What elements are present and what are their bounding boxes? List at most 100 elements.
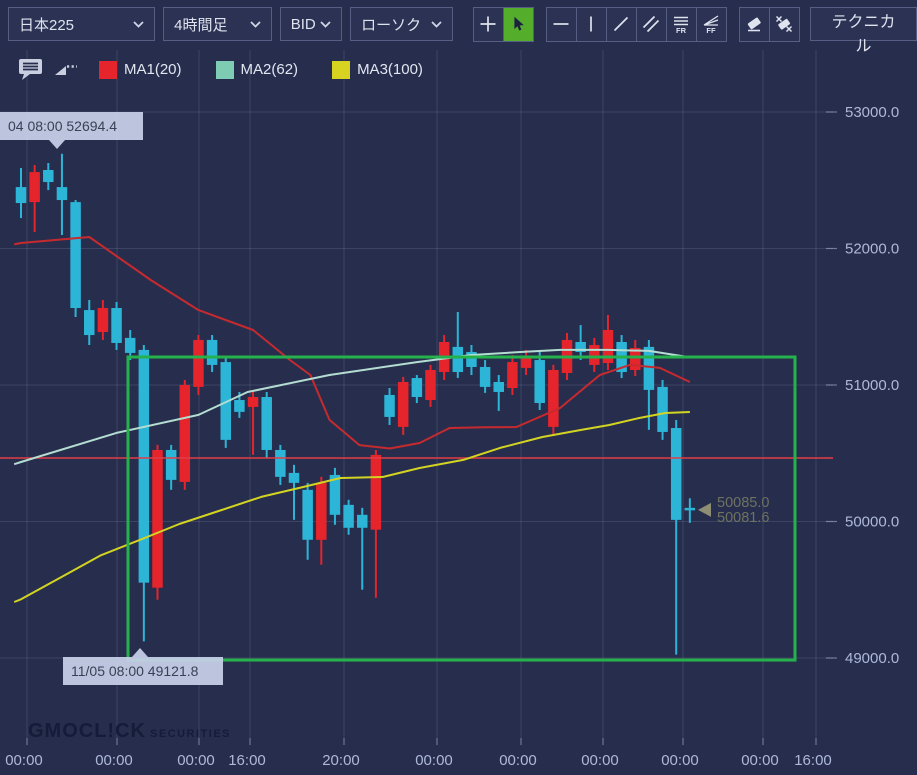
price-axis-label: 51000.0	[845, 377, 899, 394]
ma-legend-item[interactable]: MA2(62)	[215, 60, 298, 79]
parallel-lines-tool-button[interactable]	[635, 7, 666, 41]
ma-label: MA3(100)	[357, 61, 423, 78]
low-price-tooltip: 11/05 08:00 49121.8	[63, 657, 223, 685]
candle	[124, 337, 136, 353]
price-axis-label: 49000.0	[845, 650, 899, 667]
technical-button[interactable]: テクニカル	[809, 7, 917, 55]
price-axis-label: 52000.0	[845, 241, 899, 258]
parallel-icon	[641, 14, 661, 34]
candle	[138, 349, 150, 583]
candle	[630, 348, 641, 370]
candle	[206, 339, 218, 365]
drawn-rectangle[interactable]	[126, 355, 797, 662]
candle	[684, 507, 696, 511]
ma-legend-item[interactable]: MA1(20)	[99, 60, 182, 79]
candle	[397, 381, 409, 427]
timeframe-select-value: 4時間足	[174, 16, 228, 34]
time-axis-label: 16:00	[228, 752, 266, 769]
ma-legend-item[interactable]: MA3(100)	[332, 60, 423, 79]
drawing-tools: FR FF	[461, 6, 800, 42]
candle	[411, 378, 423, 398]
ma-color-swatch	[215, 60, 234, 79]
candles	[15, 153, 696, 655]
timeframe-select[interactable]: 4時間足	[163, 7, 272, 41]
ma-line-1	[13, 236, 691, 450]
price-type-select[interactable]: BID	[279, 7, 343, 41]
cursor-tool-button[interactable]	[502, 7, 533, 41]
news-icon[interactable]	[18, 58, 45, 81]
candle	[657, 386, 668, 432]
time-axis-label: 00:00	[581, 752, 619, 769]
vline-icon	[581, 14, 601, 34]
time-axis-label: 00:00	[177, 752, 215, 769]
candle	[302, 489, 313, 540]
candle	[493, 381, 504, 392]
chevron-down-icon	[133, 20, 144, 28]
candle	[179, 385, 191, 482]
time-axis-label: 00:00	[499, 752, 537, 769]
crosshair-tool-button[interactable]	[473, 7, 503, 41]
candle	[589, 345, 600, 365]
candle	[643, 346, 655, 390]
eraser-icon	[744, 14, 764, 34]
ma-label: MA1(20)	[124, 61, 182, 78]
candle	[43, 170, 54, 183]
ma-line-3	[13, 411, 690, 603]
chart-legend: MA1(20) MA2(62) MA3(100)	[18, 58, 457, 81]
logo-sub-text: SECURITIES	[149, 728, 231, 740]
candle	[329, 474, 341, 515]
candle	[84, 310, 95, 336]
candle	[220, 362, 231, 440]
vertical-gridlines	[26, 50, 817, 745]
svg-text:FF: FF	[707, 26, 717, 34]
time-axis: 00:00 00:00 00:00 16:00 20:00 00:00 00:00 00:00…	[5, 752, 832, 769]
candle	[670, 427, 682, 520]
price-marker-triangle	[698, 502, 711, 517]
price-type-select-value: BID	[290, 15, 316, 33]
toolbar: 日本225 4時間足 BID ローソク FR FF テクニカル	[0, 0, 917, 55]
ma-line-2	[13, 348, 688, 466]
ma-color-swatch	[99, 60, 117, 79]
candle	[111, 308, 122, 343]
candle	[520, 357, 532, 368]
fibonacci-retracement-tool-button[interactable]: FR	[665, 7, 696, 41]
candle	[247, 397, 259, 407]
price-axis-label: 53000.0	[845, 104, 899, 121]
candle	[357, 514, 368, 528]
ask-price-label: 50085.0	[717, 495, 769, 511]
time-axis-label: 20:00	[322, 752, 360, 769]
trend-line-tool-button[interactable]	[605, 7, 636, 41]
candle	[466, 351, 477, 367]
eraser-tool-button[interactable]	[739, 7, 769, 41]
high-price-tooltip: 04 08:00 52694.4	[0, 112, 143, 140]
candle	[602, 329, 614, 364]
candle	[15, 187, 27, 204]
candle	[384, 394, 395, 417]
svg-text:FR: FR	[676, 26, 687, 34]
symbol-select[interactable]: 日本225	[8, 7, 156, 41]
logo-main-text: GMOCL!CK	[28, 720, 146, 742]
low-tooltip-arrow	[132, 648, 148, 657]
chevron-down-icon	[431, 20, 442, 28]
eraser-all-tool-button[interactable]	[768, 7, 799, 41]
tool-button-group: FR FF	[545, 6, 727, 42]
candle	[234, 400, 245, 412]
time-axis-label: 16:00	[794, 752, 832, 769]
gmo-click-logo: GMOCL!CK SECURITIES	[28, 720, 231, 743]
horizontal-line-tool-button[interactable]	[546, 7, 576, 41]
chart-type-select-value: ローソク	[361, 16, 422, 34]
symbol-select-value: 日本225	[19, 16, 75, 34]
ff-icon: FF	[701, 14, 721, 34]
trend-icon	[611, 14, 631, 34]
time-axis-label: 00:00	[741, 752, 779, 769]
candle	[56, 187, 68, 201]
candle	[534, 360, 545, 404]
chart-type-select[interactable]: ローソク	[350, 7, 453, 41]
drawings-icon[interactable]	[53, 61, 79, 78]
vertical-line-tool-button[interactable]	[575, 7, 606, 41]
candle	[575, 342, 586, 352]
fibonacci-fan-tool-button[interactable]: FF	[695, 7, 726, 41]
candle	[343, 504, 354, 528]
